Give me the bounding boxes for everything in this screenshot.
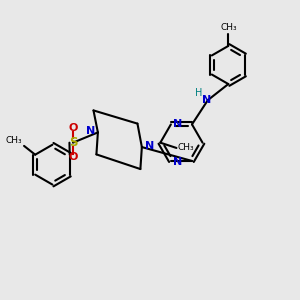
Text: H: H (195, 88, 203, 98)
Text: N: N (86, 126, 95, 136)
Text: S: S (69, 136, 77, 149)
Text: CH₃: CH₃ (6, 136, 22, 145)
Text: N: N (145, 141, 154, 151)
Text: N: N (173, 119, 182, 129)
Text: CH₃: CH₃ (178, 143, 194, 152)
Text: O: O (68, 152, 78, 162)
Text: CH₃: CH₃ (220, 23, 237, 32)
Text: O: O (68, 123, 78, 133)
Text: N: N (202, 95, 211, 105)
Text: N: N (173, 157, 182, 166)
